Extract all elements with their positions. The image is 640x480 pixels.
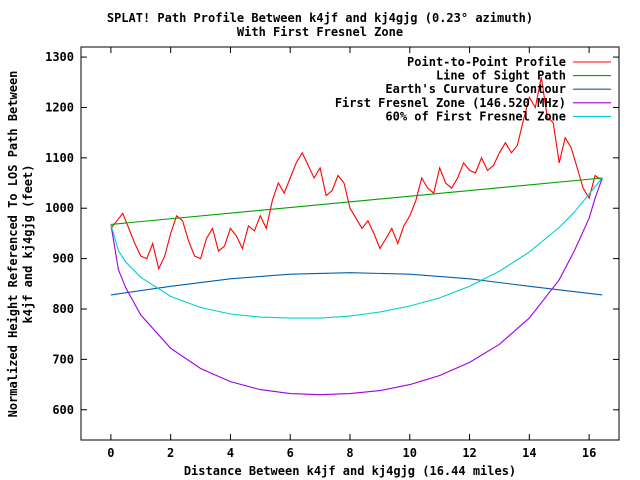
series-60-of-first-fresnel-zone <box>110 177 603 319</box>
series-layer <box>110 77 603 396</box>
legend-label: Point-to-Point Profile <box>407 55 566 69</box>
legend-label: First Fresnel Zone (146.520 MHz) <box>335 96 566 110</box>
x-tick-label: 8 <box>346 446 353 460</box>
y-tick-label: 1300 <box>45 50 74 64</box>
legend-label: 60% of First Fresnel Zone <box>385 109 566 123</box>
series-earth-s-curvature-contour <box>110 272 603 296</box>
x-tick-label: 16 <box>582 446 596 460</box>
chart-subtitle: With First Fresnel Zone <box>236 25 404 39</box>
y-tick-label: 1000 <box>45 201 74 215</box>
x-tick-label: 2 <box>167 446 174 460</box>
y-tick-label: 700 <box>52 352 74 366</box>
legend-label: Earth's Curvature Contour <box>385 82 566 96</box>
series-line-of-sight-path <box>110 177 603 225</box>
legend-label: Line of Sight Path <box>436 69 566 83</box>
x-tick-label: 12 <box>462 446 476 460</box>
x-tick-label: 14 <box>522 446 536 460</box>
series-point-to-point-profile <box>110 77 603 271</box>
ticks-layer: 0 2 4 6 8 10 12 14 16 600 700 800 900 1000 1100 1200 130… <box>45 47 619 460</box>
y-axis-label-line: k4jf and kj4gjg (feet) <box>21 165 35 324</box>
chart-title: SPLAT! Path Profile Between k4jf and kj4… <box>106 11 534 25</box>
x-tick-label: 4 <box>227 446 234 460</box>
y-axis-label-line: Normalized Height Referenced To LOS Path… <box>6 71 20 418</box>
x-tick-label: 0 <box>107 446 114 460</box>
y-axis-label: Normalized Height Referenced To LOS Path… <box>6 71 35 418</box>
y-tick-label: 1200 <box>45 100 74 114</box>
y-tick-label: 600 <box>52 403 74 417</box>
y-tick-label: 800 <box>52 302 74 316</box>
series-first-fresnel-zone-146-520-mhz <box>110 177 603 396</box>
y-tick-label: 900 <box>52 252 74 266</box>
x-tick-label: 6 <box>287 446 294 460</box>
x-tick-label: 10 <box>403 446 417 460</box>
y-tick-label: 1100 <box>45 151 74 165</box>
x-axis-label: Distance Between k4jf and kj4gjg (16.44 … <box>184 464 516 478</box>
